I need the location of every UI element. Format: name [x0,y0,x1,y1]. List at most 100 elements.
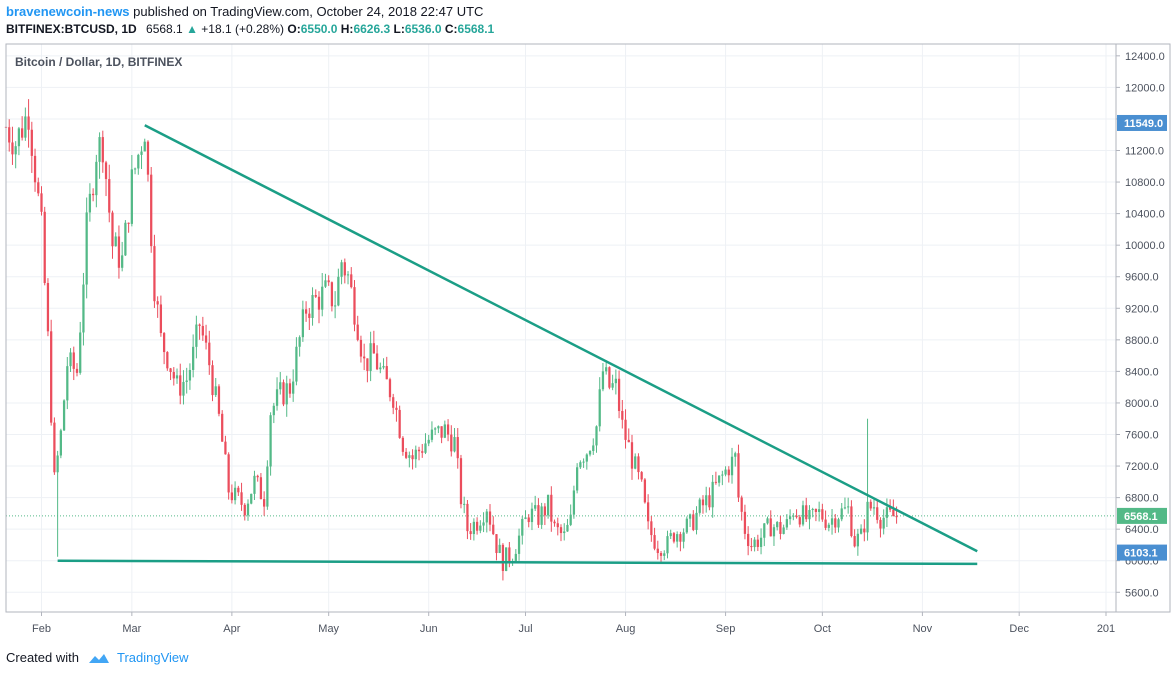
y-tick-label: 11200.0 [1125,146,1164,158]
candle-body [201,325,204,336]
candle-body [792,515,795,517]
candle-body [892,509,895,517]
candle-body [388,379,392,398]
candle-body [679,534,682,542]
trendlines-layer[interactable] [57,124,978,566]
candle-body [69,352,72,367]
y-tick-label: 8400.0 [1125,366,1159,378]
candle-body [753,539,756,548]
candle-body [708,495,711,508]
change-value: +18.1 (+0.28%) [201,22,285,36]
candle-body [146,141,150,175]
candle-body [150,174,153,247]
candles-layer [4,99,898,581]
candle-body [124,222,127,256]
candle-body [501,544,505,571]
candle-body [266,466,269,507]
y-tick-label: 8800.0 [1125,335,1159,347]
author-link[interactable]: bravenewcoin-news [6,4,130,19]
candle-body [408,455,411,458]
symbol-name[interactable]: BITFINEX:BTCUSD, 1D [6,22,137,36]
candle-body [392,397,395,408]
candle-body [863,528,866,533]
y-tick-label: 8000.0 [1125,398,1159,410]
x-tick-label: Sep [716,623,736,635]
candle-body [479,525,482,531]
candle-body [566,524,569,532]
candle-body [453,437,456,452]
candle-body [743,511,747,534]
candle-body [576,467,579,491]
candle-body [98,137,101,162]
y-tick-label: 6400.0 [1125,524,1159,536]
candle-body [572,490,576,515]
candle-body [563,531,566,534]
x-tick-label: Feb [32,623,51,635]
candle-body [621,410,624,420]
candle-body [363,356,366,359]
candle-body [721,474,724,476]
candle-body [814,509,818,512]
candle-body [314,295,317,297]
candle-body [288,383,292,394]
candle-body [811,509,814,511]
candle-body [88,193,92,213]
candle-body [427,439,430,444]
candle-body [79,332,82,373]
candle-body [37,182,40,194]
price-tag-label: 6103.1 [1124,548,1158,560]
candle-body [601,371,605,390]
candle-body [192,346,195,370]
candle-body [543,506,546,516]
candle-body [50,331,53,423]
candle-body [669,533,672,537]
candle-body [808,510,811,520]
chart-title: Bitcoin / Dollar, 1D, BITFINEX [15,55,182,69]
candle-body [821,509,824,520]
tradingview-link[interactable]: TradingView [116,650,189,665]
candle-body [585,454,588,462]
candle-body [372,343,375,354]
trendline-descending-resistance [144,124,978,553]
candle-body [214,386,217,396]
y-tick-label: 6800.0 [1125,493,1159,505]
candle-body [666,536,669,554]
candle-body [750,546,753,548]
y-tick-label: 9200.0 [1125,303,1159,315]
candle-body [766,518,769,524]
candle-body [614,378,617,384]
candle-body [434,428,437,430]
candle-body [275,389,279,406]
close-value: 6568.1 [457,22,495,36]
candle-body [343,262,346,276]
tradingview-cloud-icon[interactable] [87,651,111,665]
candle-body [162,333,166,353]
candle-body [582,461,585,463]
candle-body [40,193,43,212]
y-tick-label: 10000.0 [1125,240,1165,252]
candle-body [488,511,492,525]
candle-body [727,469,730,476]
candle-body [117,236,121,268]
candle-body [772,527,776,537]
candle-body [869,501,872,509]
candle-body [333,305,337,307]
candle-body [650,521,653,536]
candle-body [411,455,414,460]
candle-body [556,523,559,528]
candle-body [385,366,388,380]
candle-body [208,342,211,366]
candle-body [492,524,495,535]
candle-body [559,527,563,534]
candle-body [24,116,27,138]
candle-body [346,274,350,276]
open-label: O: [287,22,301,36]
candle-body [466,503,469,532]
candle-body [872,507,876,509]
close-label: C: [444,22,458,36]
candle-body [456,437,459,459]
candle-body [840,508,843,520]
candle-body [91,193,95,196]
candle-body [304,309,308,314]
